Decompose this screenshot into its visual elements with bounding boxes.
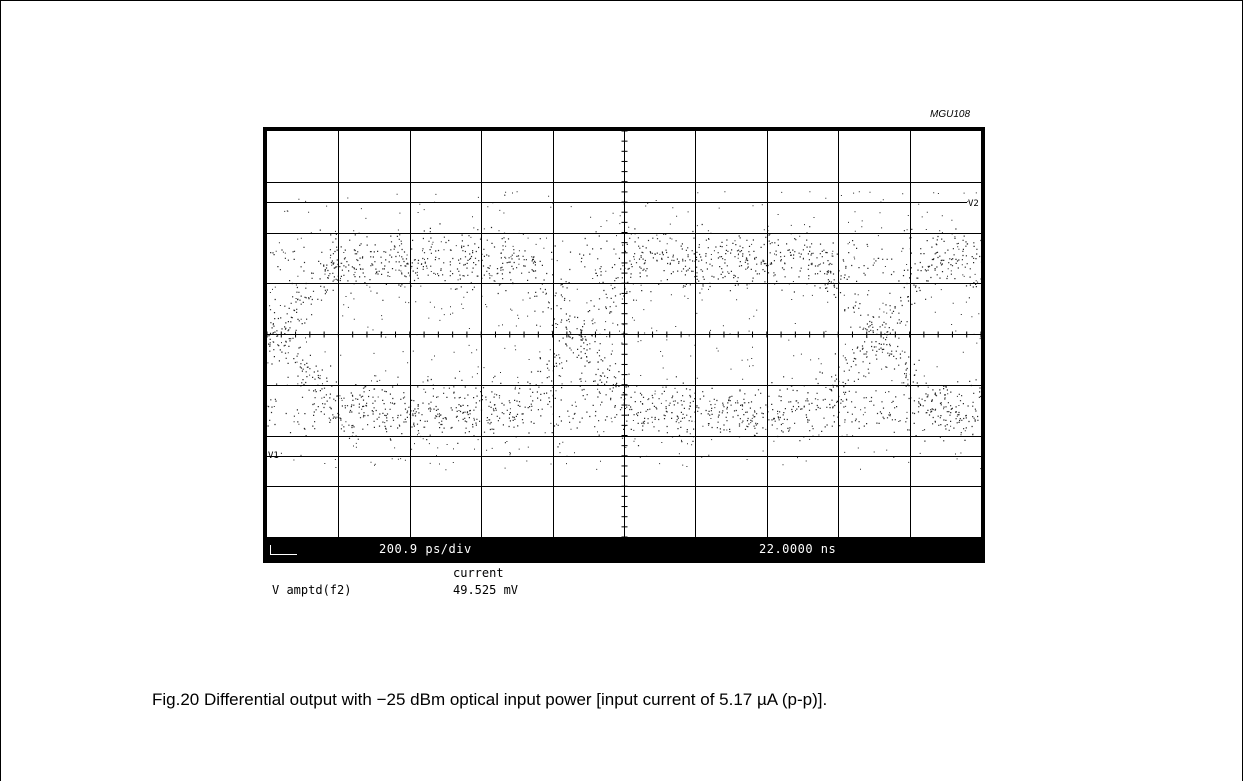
eye-diagram: V2 V1	[267, 131, 981, 537]
measurement-value: 49.525 mV	[453, 583, 519, 597]
marker-v2-label: V2	[968, 199, 979, 209]
ground-marker-icon	[270, 545, 297, 555]
scope-status-bar: 200.9 ps/div 22.0000 ns	[267, 540, 981, 560]
figure-caption: Fig.20 Differential output with −25 dBm …	[152, 690, 828, 709]
marker-v1-label: V1	[268, 451, 279, 461]
delay-readout: 22.0000 ns	[759, 542, 837, 556]
graticule	[267, 131, 981, 537]
measurement-name: V amptd(f2)	[272, 583, 352, 597]
timebase-readout: 200.9 ps/div	[379, 542, 472, 556]
figure-id: MGU108	[930, 109, 971, 120]
measurement-header: current	[453, 566, 504, 580]
eye-diagram-plot: V2 V1	[267, 131, 981, 537]
